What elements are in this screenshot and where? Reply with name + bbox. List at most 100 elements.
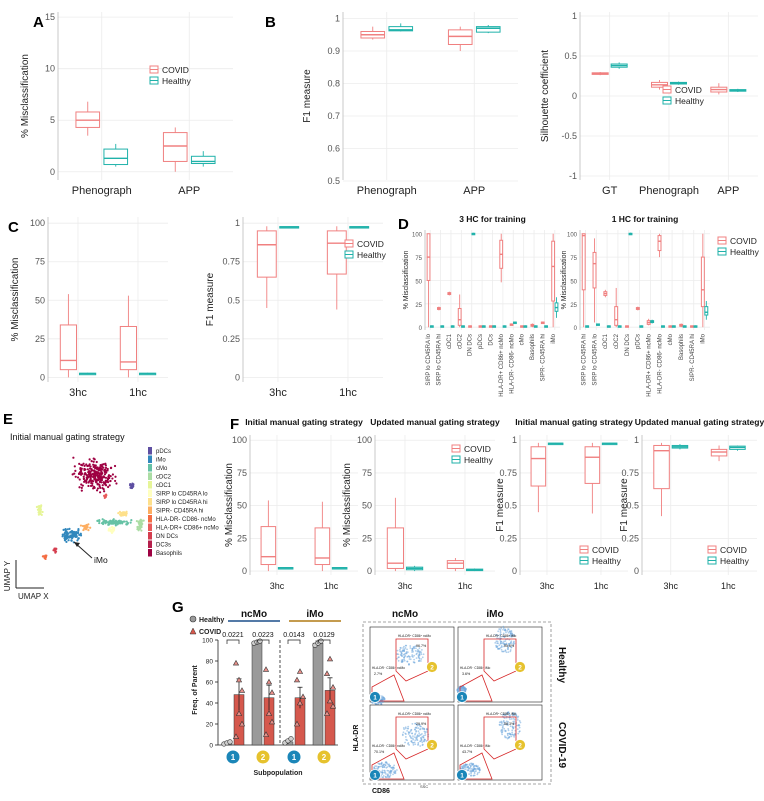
box-healthy	[279, 226, 300, 229]
subpopulation-badge	[225, 749, 241, 765]
umap-point	[85, 478, 88, 481]
flow-event	[502, 632, 505, 635]
legend-label: Healthy	[720, 556, 750, 566]
flow-event	[399, 653, 402, 656]
umap-point	[93, 465, 96, 468]
umap-point	[76, 476, 80, 479]
umap-point	[96, 487, 100, 490]
umap-point	[74, 469, 77, 472]
umap-point	[78, 478, 81, 481]
x-tick-label: cDC1	[603, 333, 609, 349]
flow-event	[408, 658, 411, 660]
umap-point	[109, 519, 112, 522]
flow-event	[507, 631, 510, 634]
flow-event	[381, 776, 384, 778]
gate-percent: 3.6%	[462, 672, 471, 676]
x-tick-label: SIRP lo CD45RA hi	[581, 334, 587, 386]
flow-event	[505, 643, 508, 645]
flow-event	[403, 728, 406, 731]
x-tick-label: cMo	[520, 333, 526, 345]
umap-point	[92, 460, 95, 463]
box-healthy	[475, 24, 501, 34]
umap-point	[97, 477, 100, 481]
umap-point	[53, 549, 57, 553]
flow-event	[506, 724, 509, 727]
flow-event	[406, 655, 409, 658]
umap-point	[79, 470, 83, 473]
imo-arrowhead	[74, 542, 80, 547]
umap-point	[99, 491, 102, 494]
flow-cytometry-grid: ncMoiMoHealthyCOVID-19HLA-DRCD86SSCSSCHL…	[353, 609, 567, 795]
point-healthy	[288, 736, 294, 742]
umap-point	[77, 472, 81, 476]
flow-event	[398, 656, 400, 659]
legend-label: Healthy	[162, 76, 192, 86]
box-body	[190, 155, 216, 165]
x-tick-label: iMo	[701, 333, 707, 343]
box-healthy	[671, 444, 689, 450]
flow-event	[403, 648, 406, 651]
flow-event	[502, 721, 505, 723]
flow-event	[406, 739, 408, 742]
box-body	[314, 527, 331, 566]
box-covid	[710, 445, 728, 462]
flow-event	[421, 733, 423, 735]
flow-event	[509, 718, 511, 721]
umap-point	[74, 475, 77, 478]
box-covid	[426, 233, 431, 328]
umap-point	[98, 474, 101, 477]
subpopulation-number: 1	[373, 695, 377, 702]
flow-event	[378, 762, 381, 765]
umap-point	[64, 527, 67, 531]
umap-point	[86, 475, 90, 478]
y-tick-label: 0.5	[564, 51, 577, 61]
box-healthy	[639, 325, 644, 328]
umap-point	[82, 475, 85, 478]
umap-point	[82, 528, 85, 532]
x-tick-label: Basophils	[679, 334, 685, 360]
box-healthy	[388, 23, 414, 32]
box-healthy	[466, 568, 484, 572]
subpopulation-number: 2	[261, 753, 266, 762]
umap-point	[91, 469, 94, 472]
y-tick-label: 0	[634, 566, 639, 576]
x-tick-label: cDC1	[447, 333, 453, 349]
box-healthy	[682, 325, 687, 328]
umap-point	[70, 529, 74, 533]
flow-event	[403, 658, 406, 661]
flow-event	[412, 650, 414, 653]
box-body	[584, 446, 601, 484]
box-healthy	[103, 143, 129, 167]
umap-point	[83, 467, 86, 471]
box-healthy	[139, 372, 157, 376]
legend-label: COVID	[720, 545, 747, 555]
box-covid	[646, 318, 651, 326]
gate-percent: 29.9%	[416, 722, 427, 726]
umap-point	[111, 520, 114, 524]
gate-label: HLA-DR⁻ CD86⁻ ncMo	[372, 744, 405, 748]
flow-event	[498, 628, 501, 630]
umap-point	[102, 488, 105, 491]
col-header: ncMo	[392, 609, 418, 620]
umap-point	[71, 533, 74, 536]
y-tick-label: 0.6	[327, 143, 340, 153]
box-body	[653, 444, 670, 490]
umap-point	[94, 474, 97, 477]
flow-event	[406, 651, 409, 654]
point-covid	[262, 666, 270, 672]
flow-event	[512, 734, 515, 737]
y-tick-label: 0	[572, 91, 577, 101]
flow-event	[505, 651, 508, 654]
umap-point	[79, 534, 83, 537]
flow-event	[385, 773, 387, 775]
flow-event	[518, 720, 521, 722]
x-tick-label: pDCs	[636, 334, 642, 349]
box-covid	[690, 325, 694, 328]
flow-event	[474, 767, 477, 770]
box-covid	[710, 83, 728, 95]
flow-event	[421, 656, 424, 659]
box-healthy	[617, 325, 622, 328]
box-body	[700, 256, 705, 308]
subpopulation-number: 2	[518, 665, 522, 672]
